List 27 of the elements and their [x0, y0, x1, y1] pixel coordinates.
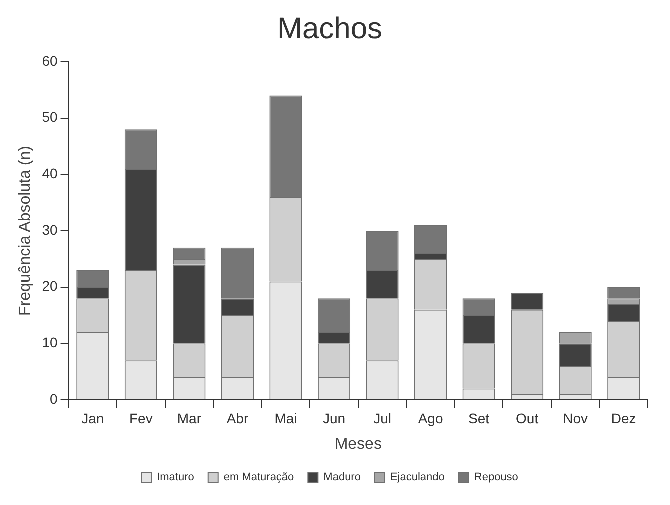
x-tick-label: Out [516, 410, 539, 426]
x-tick-label: Fev [130, 410, 153, 426]
chart-title: Machos [277, 12, 383, 46]
y-tick-label: 0 [50, 390, 58, 407]
x-tick-label: Mar [177, 410, 202, 426]
legend-label: Ejaculando [390, 472, 445, 484]
legend-label: Maduro [324, 472, 361, 484]
legend-label: Repouso [474, 472, 518, 484]
x-tick-label: Mai [274, 410, 298, 426]
x-tick-label: Dez [611, 410, 636, 426]
legend-label: em Maturação [224, 472, 294, 484]
x-tick-label: Ago [418, 410, 444, 426]
legend-label: Imaturo [157, 472, 194, 484]
x-tick-label: Nov [563, 410, 588, 426]
y-tick-label: 50 [42, 109, 58, 126]
y-tick-label: 60 [42, 52, 58, 69]
x-tick-label: Jul [374, 410, 392, 426]
y-tick-label: 10 [42, 334, 58, 351]
x-axis-title: Meses [334, 436, 382, 453]
x-tick-label: Set [468, 410, 490, 426]
y-tick-label: 20 [42, 278, 58, 294]
y-tick-label: 40 [42, 166, 58, 182]
y-tick-label: 30 [42, 222, 58, 238]
x-tick-label: Abr [226, 410, 249, 426]
x-tick-label: Jun [322, 410, 346, 426]
y-axis-title: Frequência Absoluta (n) [17, 146, 34, 316]
x-tick-label: Jan [82, 410, 104, 426]
